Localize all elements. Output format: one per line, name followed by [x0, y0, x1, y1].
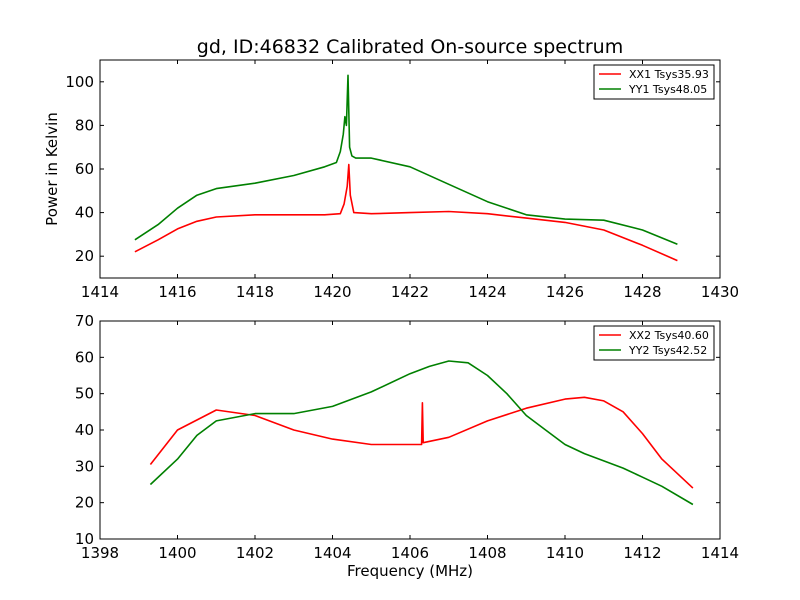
x-tick-label: 1406 — [391, 544, 429, 562]
chart-2: 1398 1400 1402 1404 1406 1408 1410 1412 1414 10 20… — [75, 312, 739, 580]
y-tick-label: 100 — [65, 73, 94, 91]
x-tick-label: 1422 — [391, 283, 429, 301]
legend: XX2 Tsys40.60 YY2 Tsys42.52 — [593, 325, 715, 361]
x-tick-label: 1418 — [236, 283, 274, 301]
series-line-yy1 — [134, 74, 678, 245]
x-tick-label: 1410 — [546, 544, 584, 562]
x-tick-label: 1428 — [623, 283, 661, 301]
legend-label-xx1: XX1 Tsys35.93 — [629, 68, 709, 81]
x-tick-label: 1430 — [701, 283, 739, 301]
y-tick-label: 60 — [75, 348, 94, 366]
x-tick-label: 1414 — [701, 544, 739, 562]
x-tick-label: 1426 — [546, 283, 584, 301]
y-tick-label: 40 — [75, 204, 94, 222]
x-tick-label: 1400 — [158, 544, 196, 562]
x-tick-label: 1398 — [81, 544, 119, 562]
legend-box — [593, 325, 715, 361]
x-tick-label: 1412 — [623, 544, 661, 562]
x-tick-label: 1424 — [468, 283, 506, 301]
series-line-xx2 — [149, 396, 694, 489]
x-tick-label: 1414 — [81, 283, 119, 301]
x-axis-title: Frequency (MHz) — [347, 562, 473, 580]
chart-title: gd, ID:46832 Calibrated On-source spectr… — [197, 36, 623, 58]
x-tick-label: 1402 — [236, 544, 274, 562]
series-group — [149, 360, 694, 506]
y-axis-title: Power in Kelvin — [43, 112, 61, 226]
legend-label-yy2: YY2 Tsys42.52 — [628, 344, 707, 357]
x-tick-label: 1408 — [468, 544, 506, 562]
y-tick-label: 20 — [75, 494, 94, 512]
legend-box — [593, 64, 715, 100]
x-tick-label: 1416 — [158, 283, 196, 301]
series-line-yy2 — [149, 360, 694, 506]
series-group — [134, 74, 678, 262]
y-tick-label: 80 — [75, 116, 94, 134]
y-tick-label: 30 — [75, 457, 94, 475]
y-tick-label: 10 — [75, 530, 94, 548]
x-tick-label: 1420 — [313, 283, 351, 301]
y-tick-label: 50 — [75, 385, 94, 403]
chart-1: 1414 1416 1418 1420 1422 1424 1426 1428 1430 20 40… — [43, 59, 739, 301]
legend-label-yy1: YY1 Tsys48.05 — [628, 83, 707, 96]
x-tick-label: 1404 — [313, 544, 351, 562]
series-line-xx1 — [134, 163, 678, 262]
y-tick-label: 70 — [75, 312, 94, 330]
plots-group: 1414 1416 1418 1420 1422 1424 1426 1428 1430 20 40… — [43, 59, 739, 580]
legend: XX1 Tsys35.93 YY1 Tsys48.05 — [593, 64, 715, 100]
y-tick-label: 20 — [75, 247, 94, 265]
legend-label-xx2: XX2 Tsys40.60 — [629, 329, 709, 342]
y-tick-label: 40 — [75, 421, 94, 439]
y-tick-label: 60 — [75, 160, 94, 178]
